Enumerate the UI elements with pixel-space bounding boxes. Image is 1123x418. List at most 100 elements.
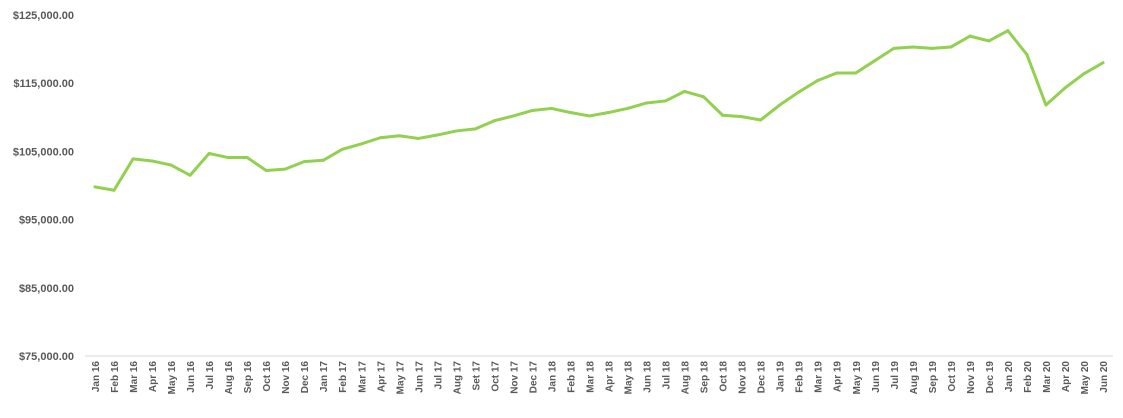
x-tick-label: Nov 19 — [966, 361, 977, 394]
x-tick-label: Jan 17 — [319, 361, 330, 393]
data-point — [702, 95, 706, 99]
data-point — [949, 45, 953, 49]
series-layer — [93, 29, 1105, 192]
data-point — [873, 59, 877, 63]
x-tick-label: Jan 18 — [547, 361, 558, 393]
data-point — [511, 114, 515, 118]
x-tick-label: Feb 20 — [1023, 361, 1034, 393]
x-tick-label: May 17 — [395, 361, 406, 395]
x-tick-label: Jan 20 — [1004, 361, 1015, 393]
x-tick-label: Nov 18 — [738, 361, 749, 394]
data-point — [435, 133, 439, 137]
y-tick-label: $105,000.00 — [13, 146, 74, 158]
x-tick-label: Aug 19 — [909, 361, 920, 395]
x-tick-label: Feb 19 — [795, 361, 806, 393]
data-point — [264, 168, 268, 172]
data-point — [245, 156, 249, 160]
x-tick-label: Sep 18 — [700, 361, 711, 394]
data-point — [169, 163, 173, 167]
x-tick-label: Oct 16 — [262, 361, 273, 392]
y-tick-label: $115,000.00 — [13, 78, 74, 90]
x-tick-label: Jan 16 — [91, 361, 102, 393]
data-point — [188, 173, 192, 177]
x-tick-label: Mar 20 — [1042, 361, 1053, 393]
x-tick-label: Dec 17 — [528, 361, 539, 394]
data-point — [968, 34, 972, 38]
data-point — [892, 46, 896, 50]
x-tick-label: Set 17 — [471, 361, 482, 391]
data-point — [626, 106, 630, 110]
data-point — [416, 136, 420, 140]
data-point — [1063, 86, 1067, 90]
data-point — [759, 118, 763, 122]
x-tick-label: Oct 17 — [490, 361, 501, 392]
x-tick-label: Dec 18 — [757, 361, 768, 394]
data-point — [854, 71, 858, 75]
x-tick-label: Oct 18 — [719, 361, 730, 392]
data-point — [340, 147, 344, 151]
data-point — [587, 114, 591, 118]
x-tick-label: Mar 19 — [814, 361, 825, 393]
x-tick-label: Dec 16 — [300, 361, 311, 394]
x-tick-label: Jun 17 — [414, 361, 425, 393]
data-point — [1101, 61, 1105, 65]
y-axis: $125,000.00 $115,000.00 $105,000.00 $95,000… — [13, 10, 74, 363]
data-point — [987, 39, 991, 43]
data-point — [645, 101, 649, 105]
data-point — [911, 45, 915, 49]
x-tick-label: Apr 17 — [376, 361, 387, 393]
series-line — [93, 29, 1105, 192]
data-point — [835, 71, 839, 75]
x-tick-label: Oct 19 — [947, 361, 958, 392]
data-point — [359, 142, 363, 146]
y-tick-label: $125,000.00 — [13, 10, 74, 22]
data-point — [473, 127, 477, 131]
data-point — [664, 99, 668, 103]
data-point — [226, 156, 230, 160]
data-point — [549, 106, 553, 110]
data-point — [816, 78, 820, 82]
y-tick-label: $75,000.00 — [19, 351, 74, 363]
x-tick-label: Jun 18 — [643, 361, 654, 393]
data-point — [150, 159, 154, 163]
x-tick-label: Feb 16 — [110, 361, 121, 393]
y-tick-label: $85,000.00 — [19, 283, 74, 295]
data-point — [778, 103, 782, 107]
data-point — [112, 188, 116, 192]
x-tick-label: Aug 16 — [224, 361, 235, 395]
x-tick-label: May 19 — [852, 361, 863, 395]
x-tick-label: Apr 20 — [1061, 361, 1072, 393]
x-tick-label: Mar 17 — [357, 361, 368, 393]
x-tick-label: Mar 18 — [585, 361, 596, 393]
y-tick-label: $95,000.00 — [19, 215, 74, 227]
data-point — [797, 90, 801, 94]
data-point — [530, 108, 534, 112]
data-point — [721, 113, 725, 117]
x-tick-label: Jul 17 — [433, 361, 444, 390]
data-point — [1006, 29, 1010, 33]
data-point — [454, 129, 458, 133]
x-tick-label: Jun 19 — [871, 361, 882, 393]
x-tick-label: Nov 16 — [281, 361, 292, 394]
x-tick-label: Apr 18 — [605, 361, 616, 393]
x-tick-label: Mar 16 — [129, 361, 140, 393]
x-tick-label: Feb 17 — [338, 361, 349, 393]
data-point — [568, 111, 572, 115]
x-tick-label: Sep 19 — [928, 361, 939, 394]
data-point — [283, 167, 287, 171]
x-tick-label: Aug 18 — [681, 361, 692, 395]
data-point — [1044, 103, 1048, 107]
data-point — [492, 119, 496, 123]
x-tick-label: Jun 16 — [186, 361, 197, 393]
x-tick-label: Jul 18 — [662, 361, 673, 390]
x-tick-label: Jul 19 — [890, 361, 901, 390]
data-point — [321, 158, 325, 162]
x-tick-label: Nov 17 — [509, 361, 520, 394]
data-point — [740, 115, 744, 119]
data-point — [1025, 53, 1029, 57]
x-tick-label: Jan 19 — [776, 361, 787, 393]
data-point — [1082, 72, 1086, 76]
x-tick-label: Feb 18 — [566, 361, 577, 393]
